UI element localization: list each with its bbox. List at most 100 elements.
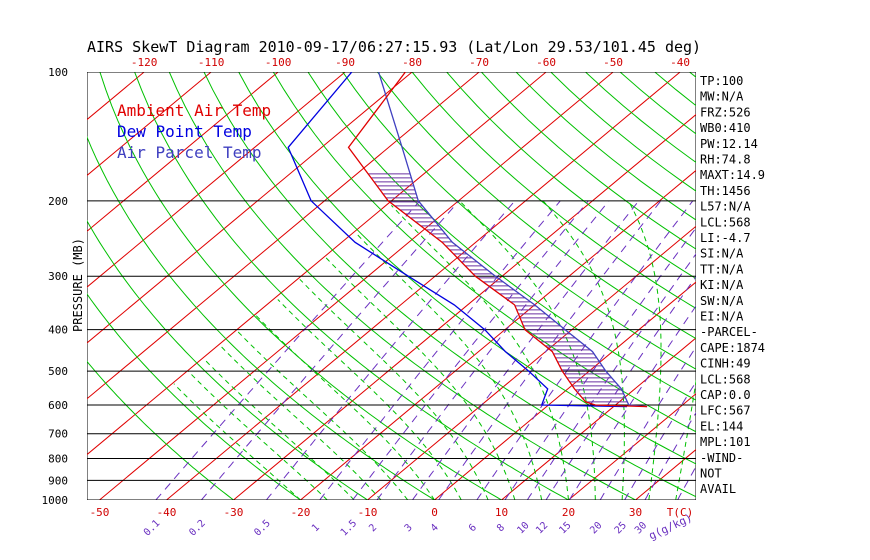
top-temp-tick-label: -60 xyxy=(536,56,556,69)
isotherm-line xyxy=(87,72,480,400)
isotherm-line xyxy=(99,72,614,500)
mixing-ratio-tick-label: 12 xyxy=(534,520,550,536)
index-item: TT:N/A xyxy=(700,262,744,276)
moist-adiabat xyxy=(219,344,382,500)
dry-adiabat xyxy=(794,72,870,500)
dew-point-temp-line xyxy=(287,72,628,408)
index-item: NOT xyxy=(700,467,722,481)
moist-adiabat xyxy=(204,359,355,500)
index-item: KI:N/A xyxy=(700,278,744,292)
dry-adiabat xyxy=(377,72,696,340)
mixing-ratio-tick-label: 0.2 xyxy=(187,518,208,539)
dry-adiabat xyxy=(87,360,234,500)
mixing-ratio-line xyxy=(644,411,696,500)
dry-adiabat xyxy=(828,72,870,500)
pressure-tick-label: 400 xyxy=(48,324,68,337)
dry-adiabat xyxy=(87,220,368,500)
dry-adiabat xyxy=(87,135,435,500)
index-item: FRZ:526 xyxy=(700,105,751,119)
dry-adiabat xyxy=(411,72,696,309)
dry-adiabat xyxy=(307,72,696,401)
index-item: EI:N/A xyxy=(700,310,744,324)
mixing-ratio-tick-label: 1.5 xyxy=(339,518,360,539)
index-item: MPL:101 xyxy=(700,435,751,449)
moist-adiabat xyxy=(277,299,462,500)
pressure-tick-label: 1000 xyxy=(42,494,69,507)
index-item: CAP:0.0 xyxy=(700,388,751,402)
mixing-ratio-tick-label: 8 xyxy=(495,522,507,534)
index-item: EL:144 xyxy=(700,419,743,433)
dry-adiabat xyxy=(87,293,301,500)
cape-hatching xyxy=(368,173,628,403)
moist-adiabat xyxy=(173,383,301,500)
mixing-ratio-line xyxy=(376,200,610,500)
moist-adiabat xyxy=(391,205,569,500)
pressure-tick-label: 600 xyxy=(48,399,68,412)
index-item: LCL:568 xyxy=(700,372,751,386)
mixing-ratio-tick-label: 6 xyxy=(467,522,479,534)
chart-title: AIRS SkewT Diagram 2010-09-17/06:27:15.9… xyxy=(87,38,701,56)
mixing-ratio-line xyxy=(624,381,696,500)
mixing-ratio-tick-label: 2 xyxy=(367,522,379,534)
isotherm-line xyxy=(87,72,413,344)
index-item: RH:74.8 xyxy=(700,153,751,167)
index-item: PW:12.14 xyxy=(700,137,758,151)
index-item: AVAIL xyxy=(700,482,736,496)
moist-adiabat xyxy=(675,377,696,500)
y-axis-label: PRESSURE (MB) xyxy=(71,238,85,332)
top-temp-tick-label: -40 xyxy=(670,56,690,69)
mixing-ratio-line xyxy=(319,200,561,500)
legend: Ambient Air Temp Dew Point Temp Air Parcel… xyxy=(117,101,271,162)
mixing-ratio-tick-label: 4 xyxy=(429,522,441,534)
bottom-temp-tick-label: 20 xyxy=(562,506,575,519)
isotherm-line xyxy=(300,169,696,500)
index-item: MW:N/A xyxy=(700,90,744,104)
bottom-temp-unit-label: T(C) xyxy=(667,506,694,519)
mixing-ratio-tick-label: 0.5 xyxy=(252,518,273,539)
mixing-ratio-line xyxy=(266,200,516,500)
isotherm-line xyxy=(837,72,870,500)
pressure-tick-label: 900 xyxy=(48,474,68,487)
index-item: TP:100 xyxy=(700,74,743,88)
bottom-temp-tick-label: 0 xyxy=(431,506,438,519)
mixing-ratio-line xyxy=(155,200,421,500)
isotherm-line xyxy=(770,72,870,500)
isotherm-line xyxy=(501,337,696,500)
isotherm-line xyxy=(87,72,547,456)
isotherm-line xyxy=(0,72,10,500)
mixing-ratio-line xyxy=(201,200,460,500)
moist-adiabat xyxy=(187,370,328,500)
isotherm-line xyxy=(367,225,696,500)
pressure-tick-label: 800 xyxy=(48,453,68,466)
bottom-temp-tick-label: 30 xyxy=(629,506,642,519)
mixing-ratio-line xyxy=(599,346,696,500)
top-temp-tick-label: -110 xyxy=(198,56,225,69)
top-temp-tick-label: -50 xyxy=(603,56,623,69)
index-item: -WIND- xyxy=(700,451,743,465)
dry-adiabat xyxy=(446,72,696,280)
air-parcel-temp-line xyxy=(377,72,648,408)
top-temp-tick-label: -100 xyxy=(265,56,292,69)
mixing-ratio-tick-label: 1 xyxy=(310,522,322,534)
dry-adiabat xyxy=(99,72,502,500)
bottom-temp-tick-label: -30 xyxy=(224,506,244,519)
isotherm-line xyxy=(87,72,279,232)
top-temp-tick-label: -70 xyxy=(469,56,489,69)
index-item: TH:1456 xyxy=(700,184,751,198)
legend-entry: Ambient Air Temp xyxy=(117,101,271,120)
top-temp-tick-label: -90 xyxy=(335,56,355,69)
mixing-ratio-tick-label: 10 xyxy=(515,520,531,536)
pressure-tick-label: 100 xyxy=(48,66,68,79)
bottom-temp-tick-label: 10 xyxy=(495,506,508,519)
moist-adiabat xyxy=(324,256,516,500)
index-item: LFC:567 xyxy=(700,404,751,418)
moist-adiabat xyxy=(357,234,543,500)
ambient-air-temp-line xyxy=(347,72,648,408)
top-temp-tick-label: -80 xyxy=(402,56,422,69)
isotherm-line xyxy=(568,393,696,500)
moist-adiabat xyxy=(299,278,489,500)
index-item: -PARCEL- xyxy=(700,325,758,339)
mixing-ratio-tick-label: 3 xyxy=(403,522,415,534)
dry-adiabat xyxy=(168,72,636,500)
